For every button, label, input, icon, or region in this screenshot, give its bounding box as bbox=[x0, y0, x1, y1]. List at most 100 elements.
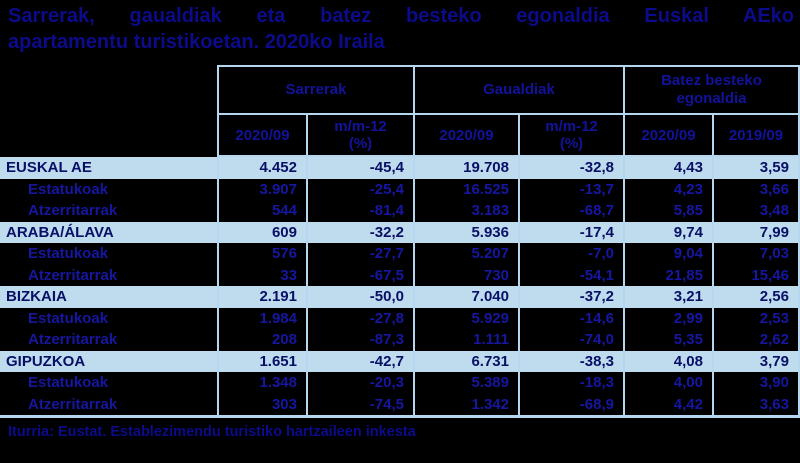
value-cell: -18,3 bbox=[518, 372, 623, 394]
value-cell: 4,00 bbox=[623, 372, 712, 394]
value-cell: -50,0 bbox=[306, 286, 413, 308]
value-cell: 303 bbox=[217, 393, 306, 415]
value-cell: 1.342 bbox=[413, 393, 518, 415]
value-cell: 6.731 bbox=[413, 350, 518, 372]
value-cell: 2,99 bbox=[623, 307, 712, 329]
row-label-gipuzkoa: GIPUZKOA bbox=[0, 350, 217, 372]
row-label-euskal-ae: EUSKAL AE bbox=[0, 157, 217, 179]
value-cell: -32,8 bbox=[518, 157, 623, 179]
row-label-estatukoak: Estatukoak bbox=[0, 243, 217, 265]
row-label-estatukoak: Estatukoak bbox=[0, 307, 217, 329]
value-cell: 3,63 bbox=[712, 393, 800, 415]
value-cell: 2,53 bbox=[712, 307, 800, 329]
header-corner-cell bbox=[0, 65, 217, 115]
value-cell: 3,66 bbox=[712, 178, 800, 200]
value-cell: -81,4 bbox=[306, 200, 413, 222]
value-cell: -7,0 bbox=[518, 243, 623, 265]
value-cell: 208 bbox=[217, 329, 306, 351]
value-cell: 544 bbox=[217, 200, 306, 222]
value-cell: 19.708 bbox=[413, 157, 518, 179]
value-cell: 9,04 bbox=[623, 243, 712, 265]
value-cell: -27,8 bbox=[306, 307, 413, 329]
value-cell: 4.452 bbox=[217, 157, 306, 179]
value-cell: 4,43 bbox=[623, 157, 712, 179]
value-cell: 4,42 bbox=[623, 393, 712, 415]
page-title-line-2: apartamentu turistikoetan. 2020ko Iraila bbox=[8, 31, 385, 53]
value-cell: 7,03 bbox=[712, 243, 800, 265]
column-header-sarrerak-mm12: m/m-12 (%) bbox=[306, 115, 413, 157]
value-cell: 3.907 bbox=[217, 178, 306, 200]
source-note: Iturria: Eustat. Establezimendu turistik… bbox=[8, 424, 416, 440]
value-cell: 5.929 bbox=[413, 307, 518, 329]
column-group-sarrerak: Sarrerak bbox=[217, 65, 413, 115]
value-cell: 15,46 bbox=[712, 264, 800, 286]
value-cell: 4,23 bbox=[623, 178, 712, 200]
value-cell: -37,2 bbox=[518, 286, 623, 308]
value-cell: 5.389 bbox=[413, 372, 518, 394]
row-label-bizkaia: BIZKAIA bbox=[0, 286, 217, 308]
value-cell: -14,6 bbox=[518, 307, 623, 329]
row-label-estatukoak: Estatukoak bbox=[0, 372, 217, 394]
value-cell: 3,90 bbox=[712, 372, 800, 394]
value-cell: 1.984 bbox=[217, 307, 306, 329]
row-label-atzerritarrak: Atzerritarrak bbox=[0, 200, 217, 222]
subheader-corner-cell bbox=[0, 115, 217, 157]
value-cell: 16.525 bbox=[413, 178, 518, 200]
value-cell: 3,21 bbox=[623, 286, 712, 308]
row-label-atzerritarrak: Atzerritarrak bbox=[0, 393, 217, 415]
value-cell: 3.183 bbox=[413, 200, 518, 222]
stats-table: Sarrerak Gaualdiak Batez besteko egonald… bbox=[0, 65, 800, 418]
row-label-estatukoak: Estatukoak bbox=[0, 178, 217, 200]
value-cell: -25,4 bbox=[306, 178, 413, 200]
value-cell: -38,3 bbox=[518, 350, 623, 372]
value-cell: 3,48 bbox=[712, 200, 800, 222]
page-title-line-1: Sarrerak, gaualdiak eta batez besteko eg… bbox=[8, 5, 794, 27]
value-cell: 2,62 bbox=[712, 329, 800, 351]
value-cell: 9,74 bbox=[623, 221, 712, 243]
page-title: Sarrerak, gaualdiak eta batez besteko eg… bbox=[8, 3, 794, 55]
value-cell: 1.651 bbox=[217, 350, 306, 372]
column-header-egonaldia-2020-09: 2020/09 bbox=[623, 115, 712, 157]
value-cell: 730 bbox=[413, 264, 518, 286]
value-cell: 5,35 bbox=[623, 329, 712, 351]
value-cell: 5.207 bbox=[413, 243, 518, 265]
value-cell: -54,1 bbox=[518, 264, 623, 286]
value-cell: -74,5 bbox=[306, 393, 413, 415]
column-header-egonaldia-2019-09: 2019/09 bbox=[712, 115, 800, 157]
row-label-araba-lava: ARABA/ÁLAVA bbox=[0, 221, 217, 243]
value-cell: 3,59 bbox=[712, 157, 800, 179]
value-cell: 7.040 bbox=[413, 286, 518, 308]
column-group-gaualdiak: Gaualdiak bbox=[413, 65, 623, 115]
value-cell: -42,7 bbox=[306, 350, 413, 372]
value-cell: -17,4 bbox=[518, 221, 623, 243]
value-cell: 1.348 bbox=[217, 372, 306, 394]
value-cell: -45,4 bbox=[306, 157, 413, 179]
column-header-sarrerak-2020-09: 2020/09 bbox=[217, 115, 306, 157]
value-cell: 3,79 bbox=[712, 350, 800, 372]
column-header-gaualdiak-2020-09: 2020/09 bbox=[413, 115, 518, 157]
value-cell: -87,3 bbox=[306, 329, 413, 351]
value-cell: 7,99 bbox=[712, 221, 800, 243]
value-cell: 33 bbox=[217, 264, 306, 286]
value-cell: -32,2 bbox=[306, 221, 413, 243]
row-label-atzerritarrak: Atzerritarrak bbox=[0, 329, 217, 351]
value-cell: 2,56 bbox=[712, 286, 800, 308]
value-cell: 5,85 bbox=[623, 200, 712, 222]
value-cell: 609 bbox=[217, 221, 306, 243]
value-cell: -68,7 bbox=[518, 200, 623, 222]
row-label-atzerritarrak: Atzerritarrak bbox=[0, 264, 217, 286]
value-cell: 576 bbox=[217, 243, 306, 265]
value-cell: 5.936 bbox=[413, 221, 518, 243]
value-cell: 21,85 bbox=[623, 264, 712, 286]
value-cell: -74,0 bbox=[518, 329, 623, 351]
value-cell: -20,3 bbox=[306, 372, 413, 394]
value-cell: -27,7 bbox=[306, 243, 413, 265]
value-cell: 1.111 bbox=[413, 329, 518, 351]
value-cell: -67,5 bbox=[306, 264, 413, 286]
value-cell: -68,9 bbox=[518, 393, 623, 415]
column-header-gaualdiak-mm12: m/m-12 (%) bbox=[518, 115, 623, 157]
value-cell: -13,7 bbox=[518, 178, 623, 200]
value-cell: 4,08 bbox=[623, 350, 712, 372]
value-cell: 2.191 bbox=[217, 286, 306, 308]
column-group-batez-besteko-egonaldia: Batez besteko egonaldia bbox=[623, 65, 800, 115]
